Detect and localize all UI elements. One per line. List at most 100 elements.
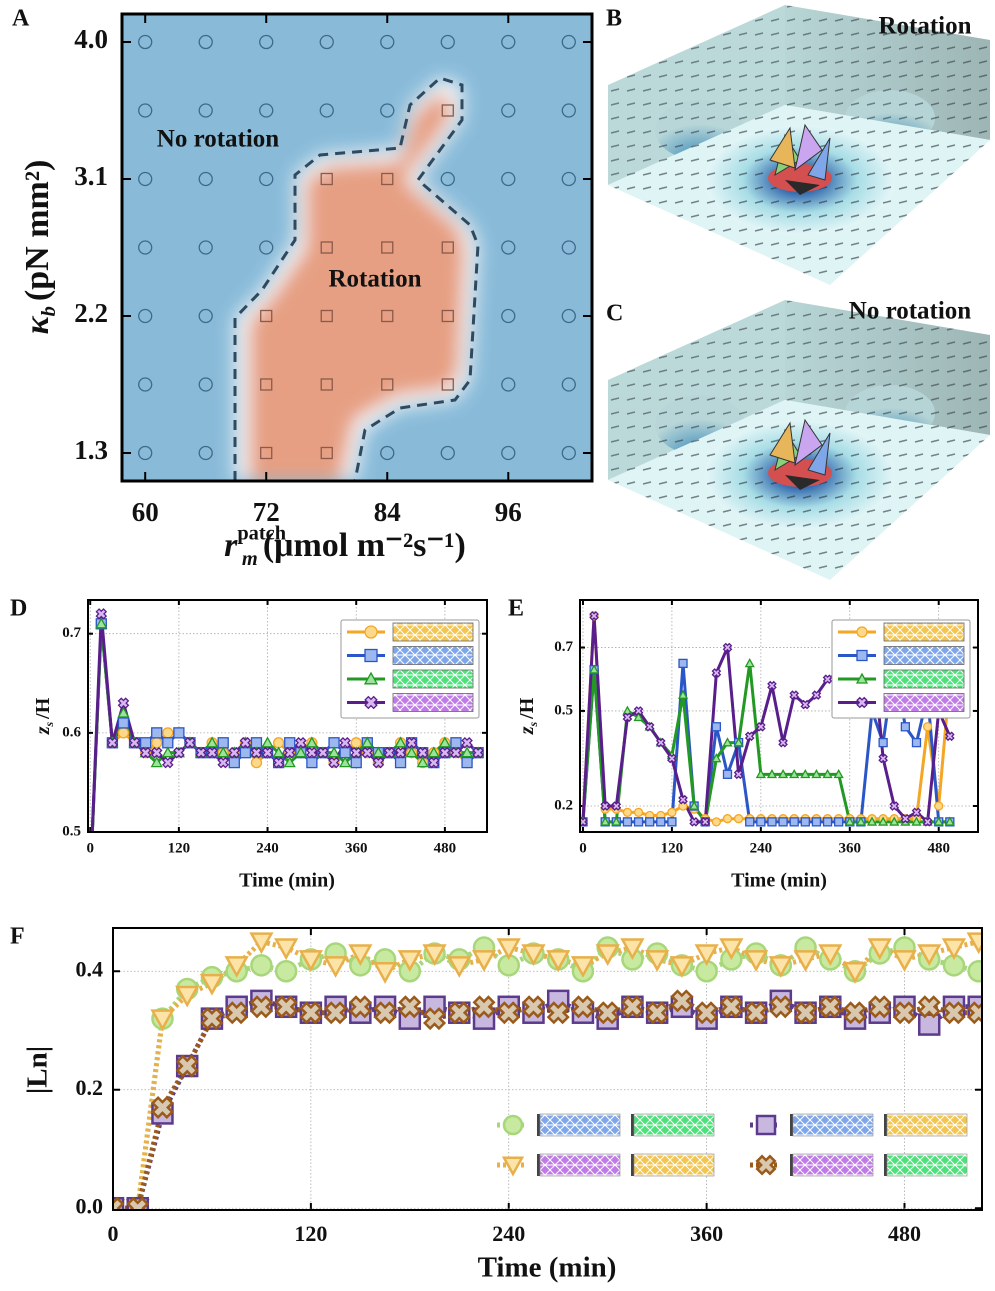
legend-swatch	[884, 623, 964, 641]
panel-label: D	[10, 596, 27, 622]
label-unit: /H	[32, 697, 54, 720]
x-tick-label: 60	[132, 497, 159, 527]
marker	[912, 739, 920, 747]
y-tick-label: 0.5	[62, 823, 81, 839]
marker	[307, 758, 317, 768]
panel-label: A	[12, 6, 30, 32]
phase-background	[122, 14, 592, 481]
marker	[141, 738, 151, 748]
marker	[723, 815, 731, 823]
annotation: No rotation	[157, 126, 280, 153]
legend-swatch	[887, 1114, 967, 1136]
page: A607284961.32.23.14.0rpatchm(μmol m⁻²s⁻¹…	[0, 0, 995, 1291]
legend-swatch	[634, 1154, 714, 1176]
panel-label: F	[10, 924, 25, 950]
marker	[901, 723, 909, 731]
marker	[285, 738, 295, 748]
marker	[85, 877, 95, 887]
x-axis-label: Time (min)	[478, 1252, 617, 1284]
legend-swatch	[884, 647, 964, 665]
y-tick-label: 0.7	[62, 625, 81, 641]
marker	[668, 808, 676, 816]
legend-swatch	[393, 623, 473, 641]
marker	[635, 808, 643, 816]
marker	[935, 802, 943, 810]
legend-swatch-edge	[884, 1154, 887, 1176]
marker	[251, 738, 261, 748]
render-caption: Rotation	[878, 13, 971, 40]
legend-swatch	[540, 1114, 620, 1136]
y-tick-label: 3.1	[74, 161, 108, 191]
marker	[790, 818, 798, 826]
render-no-rotation	[608, 300, 990, 580]
panel-label: E	[508, 596, 524, 622]
label-sub: b	[38, 306, 60, 316]
label-unit: /H	[516, 697, 538, 720]
marker	[969, 961, 989, 981]
y-tick-label: 0.6	[62, 724, 81, 740]
marker	[251, 758, 261, 768]
marker	[375, 963, 395, 981]
marker	[835, 818, 843, 826]
marker	[329, 738, 339, 748]
legend-swatch	[634, 1114, 714, 1136]
label-symbol: z	[516, 726, 538, 735]
marker	[757, 1116, 775, 1134]
marker	[635, 818, 643, 826]
marker	[879, 739, 887, 747]
label-sub: m	[242, 548, 258, 570]
marker	[276, 961, 296, 981]
y-axis-label: κb(pN mm²)	[19, 160, 60, 335]
marker	[396, 758, 406, 768]
legend-swatch	[393, 694, 473, 712]
y-tick-label: 0.0	[76, 1193, 104, 1218]
legend-swatch-edge	[790, 1114, 793, 1136]
marker	[504, 1116, 522, 1134]
legend-swatch	[884, 694, 964, 712]
series-line	[113, 1001, 979, 1208]
y-tick-label: 1.3	[74, 435, 108, 465]
x-tick-label: 120	[168, 840, 191, 856]
marker	[340, 748, 350, 758]
legend-swatch-edge	[631, 1114, 634, 1136]
y-tick-label: 0.4	[76, 956, 104, 981]
label-sub: s	[526, 722, 540, 728]
legend-swatch-edge	[631, 1154, 634, 1176]
marker	[504, 1158, 522, 1174]
x-tick-label: 480	[434, 840, 457, 856]
panel-label: B	[606, 6, 622, 32]
marker	[152, 728, 162, 738]
legend-swatch	[887, 1154, 967, 1176]
legend-swatch	[884, 670, 964, 688]
x-axis-label: Time (min)	[731, 870, 827, 892]
legend-swatch-edge	[537, 1154, 540, 1176]
label-symbol: z	[32, 726, 54, 735]
marker	[712, 818, 720, 826]
x-tick-label: 480	[888, 1221, 921, 1246]
x-axis-label: Time (min)	[239, 870, 335, 892]
y-axis-label: zs/H	[516, 697, 540, 735]
y-tick-label: 0.7	[554, 639, 573, 655]
marker	[679, 659, 687, 667]
marker	[274, 738, 284, 748]
marker	[746, 659, 754, 666]
render-caption: No rotation	[849, 298, 972, 325]
legend-swatch	[393, 670, 473, 688]
marker	[229, 758, 239, 768]
x-axis-label: rpatchm(μmol m⁻²s⁻¹)	[224, 522, 466, 570]
x-tick-label: 0	[108, 1221, 119, 1246]
render-rotation	[608, 5, 990, 285]
marker	[796, 951, 816, 969]
marker	[365, 626, 377, 638]
marker	[118, 728, 128, 738]
x-tick-label: 360	[345, 840, 368, 856]
marker	[174, 728, 184, 738]
marker	[857, 627, 867, 637]
marker	[326, 957, 346, 975]
x-tick-label: 240	[256, 840, 279, 856]
legend-swatch-edge	[537, 1114, 540, 1136]
annotation: Rotation	[328, 266, 421, 293]
marker	[351, 758, 361, 768]
x-tick-label: 480	[927, 840, 950, 856]
y-axis-label: zs/H	[32, 697, 56, 735]
